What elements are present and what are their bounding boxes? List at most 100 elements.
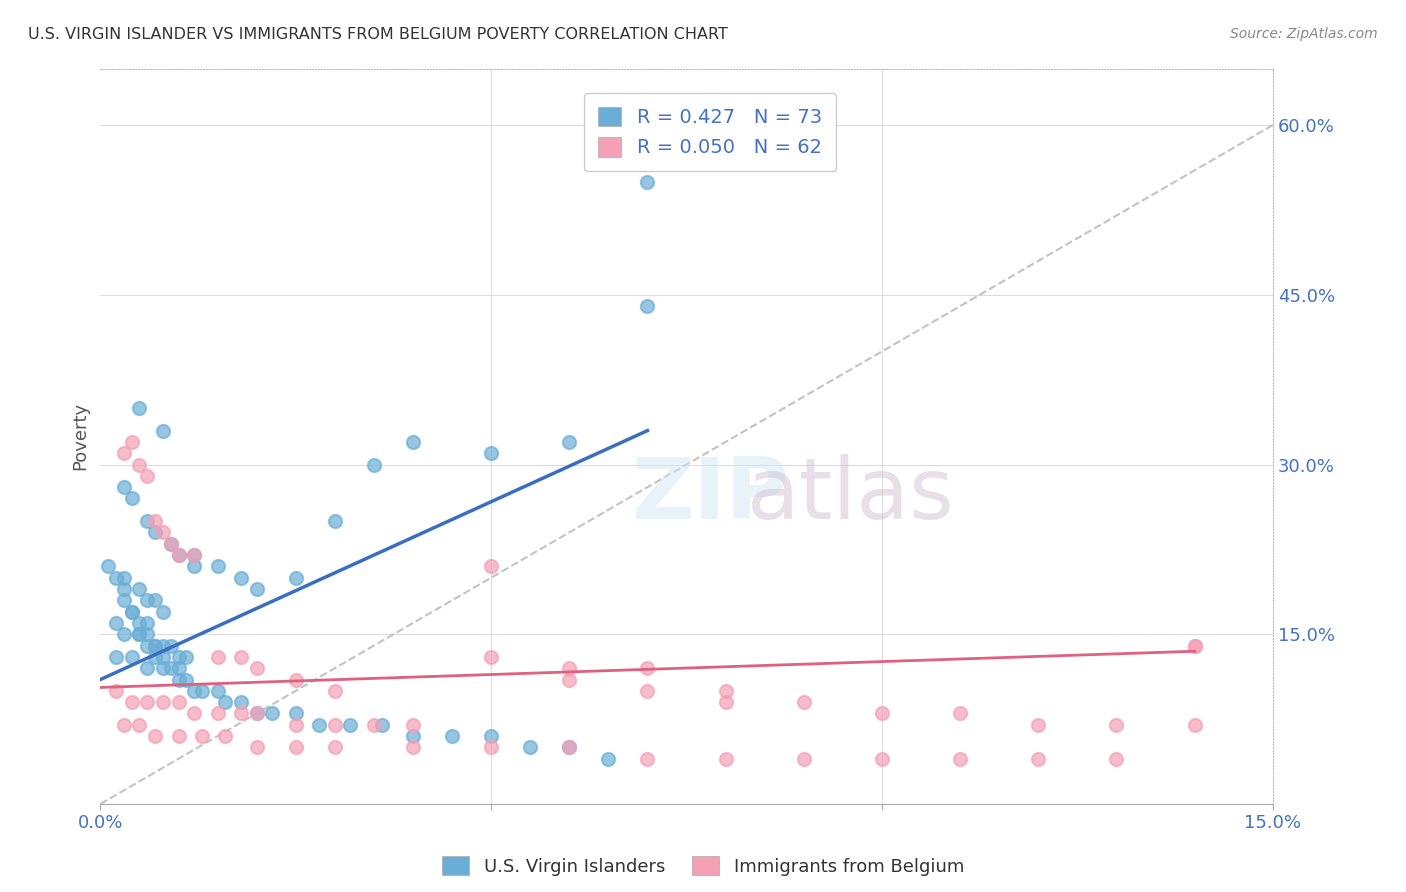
Point xyxy=(97,559,120,574)
Point xyxy=(167,661,190,675)
Point xyxy=(870,706,893,721)
Point xyxy=(167,548,190,562)
Point xyxy=(167,649,190,664)
Point xyxy=(207,559,229,574)
Point xyxy=(128,718,150,732)
Point xyxy=(363,458,385,472)
Point xyxy=(637,299,659,313)
Point xyxy=(558,434,581,449)
Point xyxy=(152,649,174,664)
Point xyxy=(143,729,166,743)
Point xyxy=(402,740,425,755)
Point xyxy=(136,695,159,709)
Point xyxy=(159,537,181,551)
Point xyxy=(558,740,581,755)
Point xyxy=(558,740,581,755)
Point xyxy=(714,695,737,709)
Point xyxy=(207,706,229,721)
Point xyxy=(1105,752,1128,766)
Point xyxy=(143,639,166,653)
Point xyxy=(176,673,198,687)
Point xyxy=(104,615,127,630)
Point xyxy=(112,582,135,596)
Point xyxy=(558,673,581,687)
Point xyxy=(207,683,229,698)
Point xyxy=(262,706,284,721)
Point xyxy=(167,673,190,687)
Legend: U.S. Virgin Islanders, Immigrants from Belgium: U.S. Virgin Islanders, Immigrants from B… xyxy=(434,849,972,883)
Point xyxy=(183,706,205,721)
Point xyxy=(284,740,307,755)
Point xyxy=(112,480,135,494)
Point xyxy=(112,627,135,641)
Point xyxy=(183,683,205,698)
Point xyxy=(870,752,893,766)
Point xyxy=(121,695,143,709)
Text: Source: ZipAtlas.com: Source: ZipAtlas.com xyxy=(1230,27,1378,41)
Point xyxy=(246,706,269,721)
Point xyxy=(159,537,181,551)
Point xyxy=(143,649,166,664)
Point xyxy=(558,661,581,675)
Point xyxy=(191,729,214,743)
Point xyxy=(229,571,252,585)
Point xyxy=(121,649,143,664)
Point xyxy=(128,401,150,415)
Point xyxy=(159,639,181,653)
Point xyxy=(152,661,174,675)
Point xyxy=(136,514,159,528)
Point xyxy=(323,740,346,755)
Point xyxy=(793,752,815,766)
Point xyxy=(479,729,502,743)
Point xyxy=(112,718,135,732)
Point xyxy=(479,649,502,664)
Point xyxy=(598,752,620,766)
Point xyxy=(246,582,269,596)
Point xyxy=(136,468,159,483)
Point xyxy=(323,718,346,732)
Point xyxy=(479,740,502,755)
Point xyxy=(104,571,127,585)
Point xyxy=(793,695,815,709)
Point xyxy=(167,729,190,743)
Point xyxy=(214,695,236,709)
Point xyxy=(1184,639,1206,653)
Point xyxy=(402,718,425,732)
Point xyxy=(371,718,394,732)
Point xyxy=(441,729,464,743)
Point xyxy=(136,661,159,675)
Point xyxy=(136,615,159,630)
Point xyxy=(1184,639,1206,653)
Point xyxy=(479,446,502,460)
Point xyxy=(143,593,166,607)
Point xyxy=(949,706,972,721)
Point xyxy=(637,752,659,766)
Point xyxy=(637,175,659,189)
Point xyxy=(176,649,198,664)
Point xyxy=(637,661,659,675)
Point xyxy=(402,434,425,449)
Point xyxy=(229,649,252,664)
Point xyxy=(519,740,541,755)
Point xyxy=(112,593,135,607)
Point xyxy=(323,514,346,528)
Point xyxy=(402,729,425,743)
Point xyxy=(479,559,502,574)
Point xyxy=(229,706,252,721)
Point xyxy=(214,729,236,743)
Point xyxy=(191,683,214,698)
Point xyxy=(246,740,269,755)
Point xyxy=(121,491,143,506)
Point xyxy=(714,752,737,766)
Point xyxy=(112,571,135,585)
Point xyxy=(1184,718,1206,732)
Text: atlas: atlas xyxy=(747,454,955,537)
Point xyxy=(714,683,737,698)
Point xyxy=(339,718,361,732)
Point xyxy=(128,582,150,596)
Text: U.S. VIRGIN ISLANDER VS IMMIGRANTS FROM BELGIUM POVERTY CORRELATION CHART: U.S. VIRGIN ISLANDER VS IMMIGRANTS FROM … xyxy=(28,27,728,42)
Point xyxy=(136,627,159,641)
Point xyxy=(246,706,269,721)
Point xyxy=(152,695,174,709)
Point xyxy=(183,548,205,562)
